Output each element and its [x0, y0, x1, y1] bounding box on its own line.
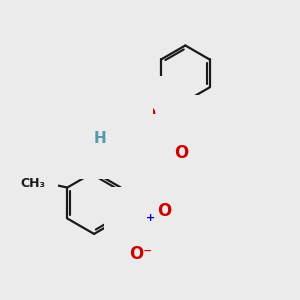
- Text: S: S: [152, 130, 166, 149]
- Text: O: O: [174, 144, 188, 162]
- Text: O⁻: O⁻: [129, 245, 152, 263]
- Text: O: O: [157, 202, 171, 220]
- Text: +: +: [146, 213, 155, 223]
- Text: N: N: [109, 131, 123, 149]
- Text: O: O: [141, 106, 156, 124]
- Text: H: H: [94, 131, 106, 146]
- Text: N: N: [135, 217, 149, 235]
- Text: CH₃: CH₃: [20, 177, 45, 190]
